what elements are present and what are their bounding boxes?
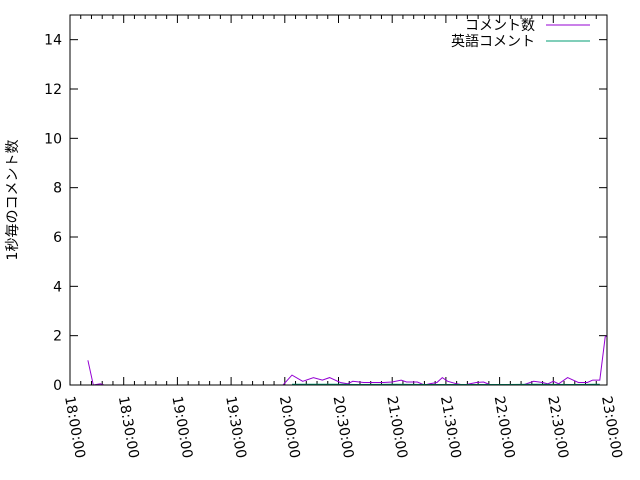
series-lines bbox=[87, 335, 608, 386]
y-axis-label: 1秒毎のコメント数 bbox=[5, 140, 21, 261]
y-tick-labels: 0 2 4 6 8 10 12 14 bbox=[44, 33, 62, 394]
x-tick-label: 23:00:00 bbox=[598, 395, 625, 460]
plot-border bbox=[69, 14, 608, 386]
x-tick-label: 22:00:00 bbox=[491, 395, 518, 460]
y-tick-label: 10 bbox=[44, 131, 62, 147]
x-tick-label: 20:30:00 bbox=[330, 395, 357, 460]
legend-label-1: 英語コメント bbox=[451, 33, 535, 50]
y-tick-label: 6 bbox=[53, 230, 62, 246]
y-tick-label: 2 bbox=[53, 329, 62, 345]
legend: コメント数 英語コメント bbox=[451, 18, 590, 50]
x-tick-label: 21:30:00 bbox=[437, 395, 464, 460]
x-tick-label: 19:00:00 bbox=[168, 395, 195, 460]
y-tick-label: 0 bbox=[53, 378, 62, 394]
series-line-0 bbox=[87, 335, 608, 386]
y-tick-label: 4 bbox=[53, 279, 62, 295]
x-tick-label: 20:00:00 bbox=[276, 395, 303, 460]
x-tick-label: 19:30:00 bbox=[222, 395, 249, 460]
y-tick-label: 12 bbox=[44, 82, 62, 98]
x-tick-label: 21:00:00 bbox=[383, 395, 410, 460]
x-tick-label: 18:30:00 bbox=[115, 395, 142, 460]
y-tick-label: 8 bbox=[53, 181, 62, 197]
x-tick-label: 22:30:00 bbox=[544, 395, 571, 460]
x-tick-label: 18:00:00 bbox=[61, 395, 88, 460]
x-tick-labels: 18:00:00 18:30:00 19:00:00 19:30:00 20:00:00… bbox=[61, 395, 625, 460]
ticks bbox=[69, 15, 608, 386]
legend-label-0: コメント数 bbox=[465, 18, 535, 34]
y-tick-label: 14 bbox=[44, 33, 62, 49]
